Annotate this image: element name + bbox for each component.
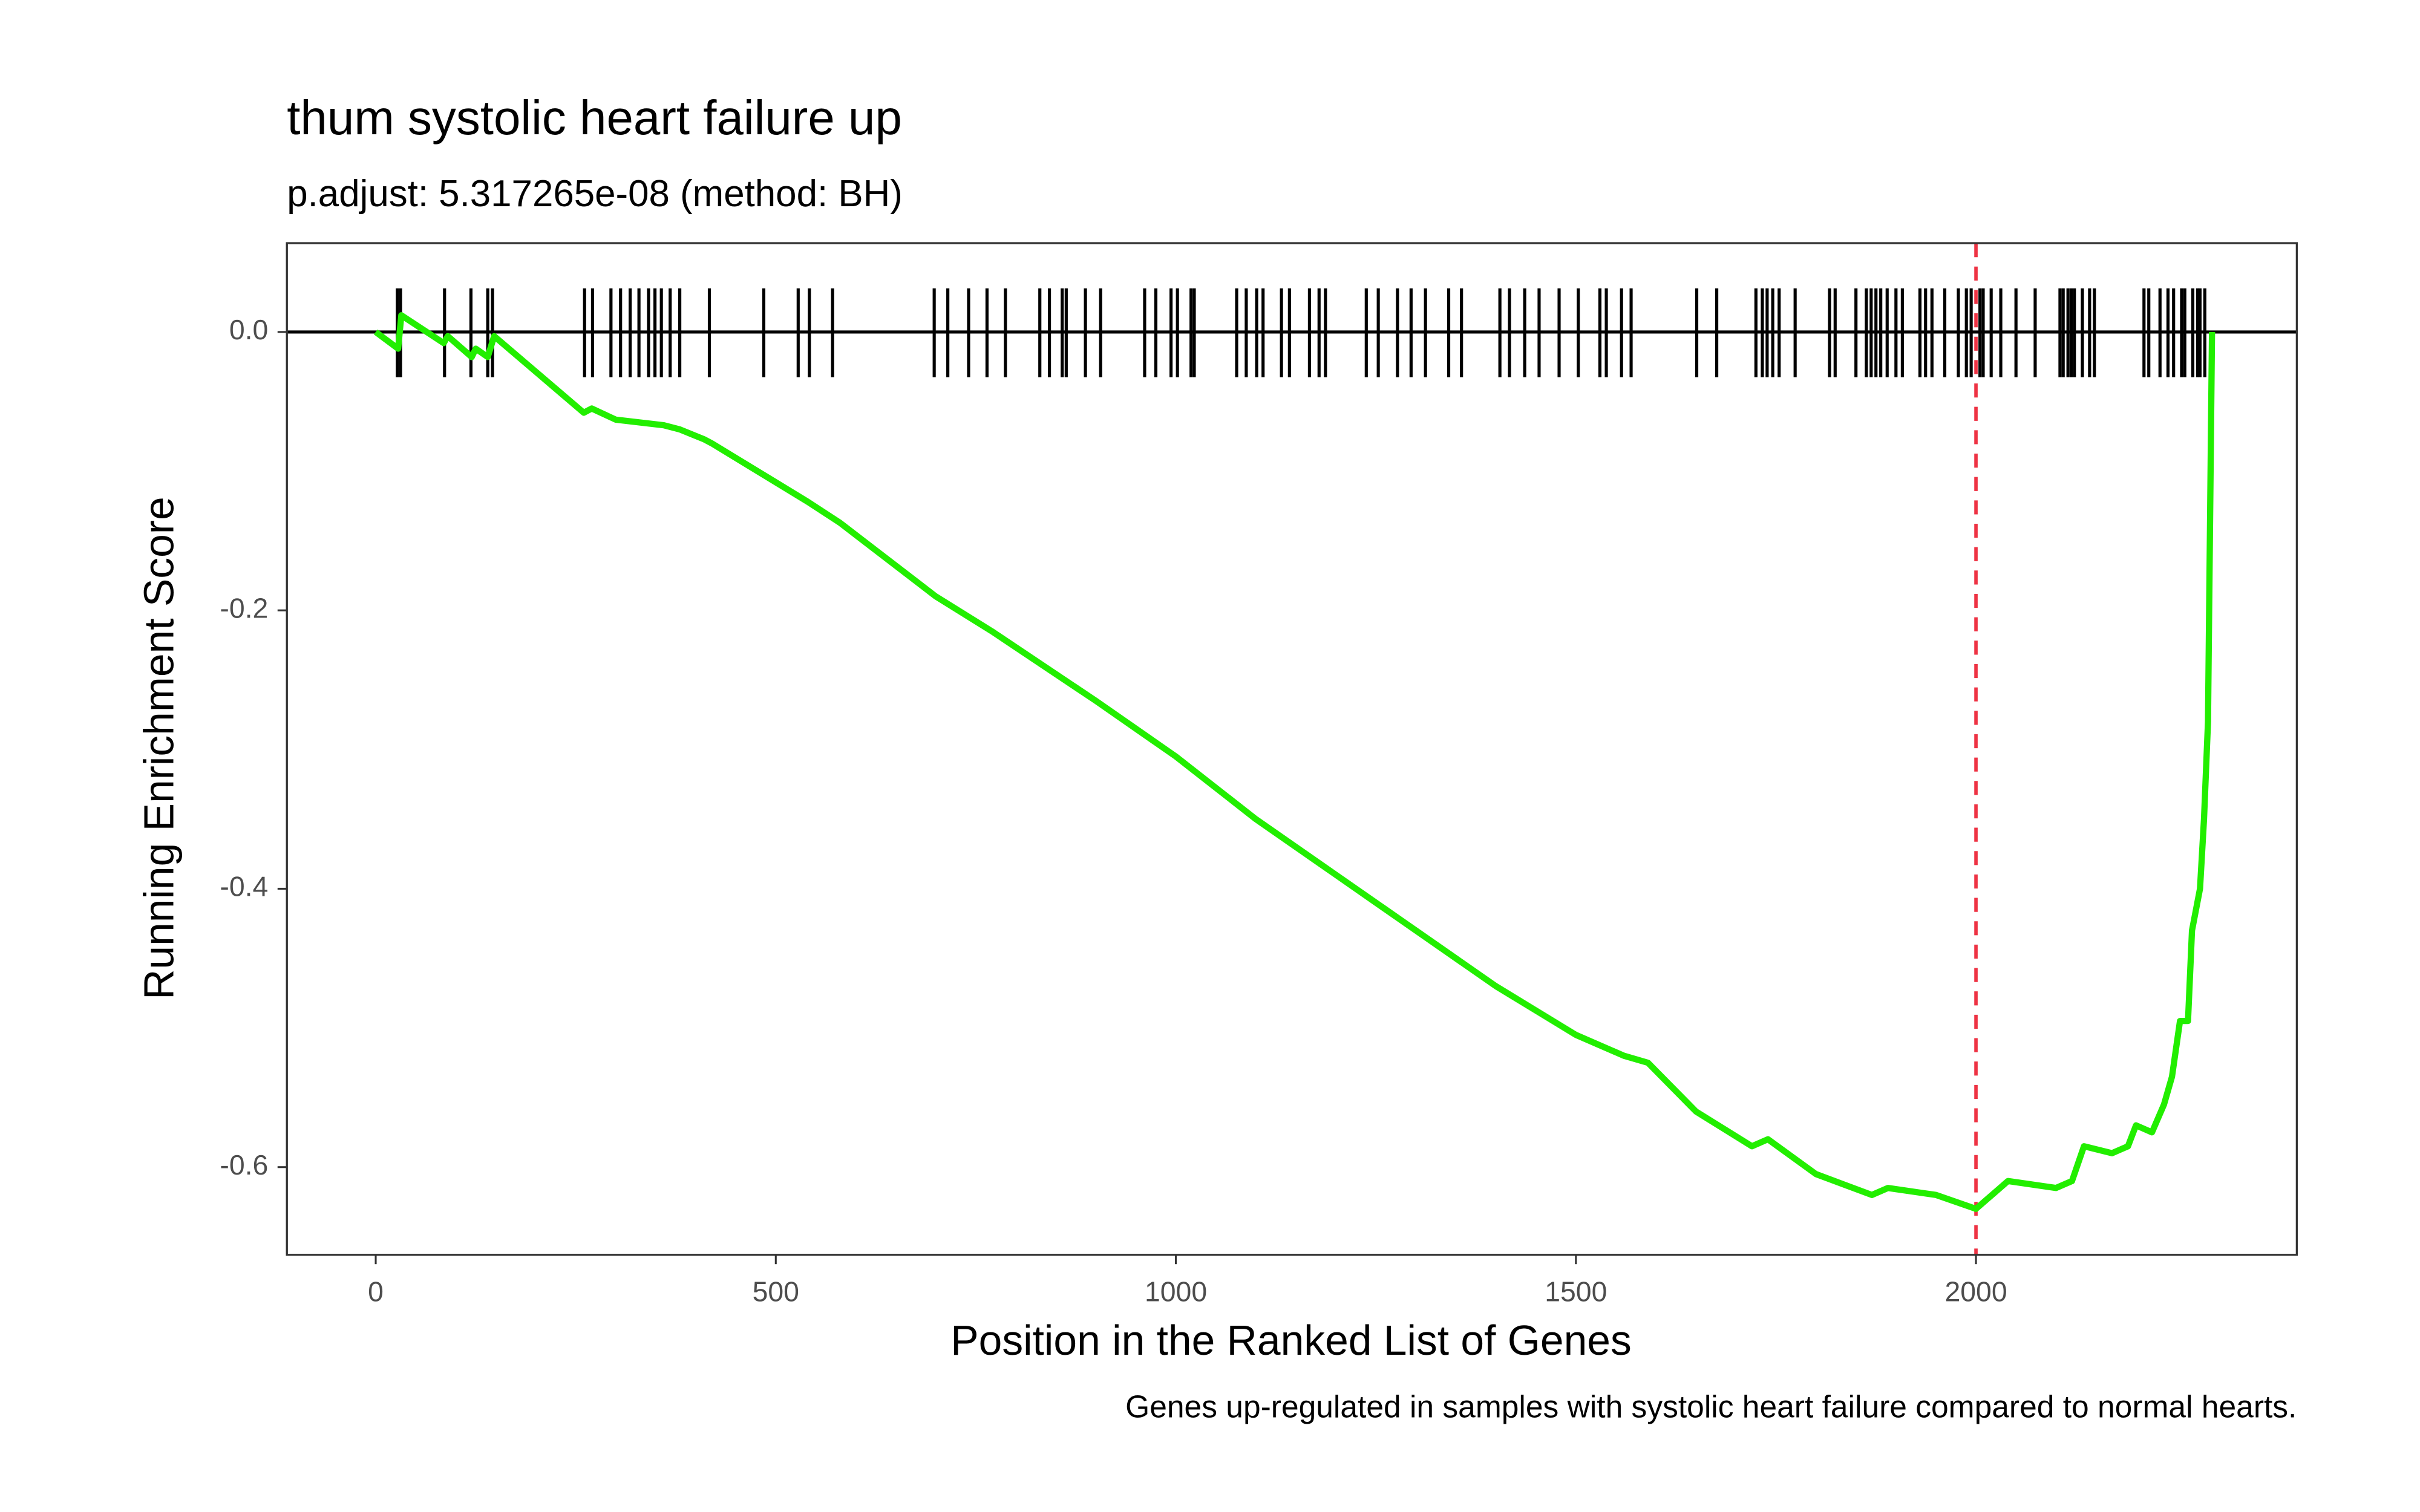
x-tick-label: 1000 xyxy=(1145,1276,1207,1307)
caption: Genes up-regulated in samples with systo… xyxy=(1125,1389,2297,1424)
y-tick-label: -0.6 xyxy=(220,1149,268,1181)
y-axis-title: Running Enrichment Score xyxy=(135,497,182,1000)
x-tick-label: 2000 xyxy=(1944,1276,2007,1307)
y-tick-label: 0.0 xyxy=(229,314,268,345)
panel-border xyxy=(286,242,2298,1256)
y-tick-label: -0.2 xyxy=(220,592,268,624)
y-tick-label: -0.4 xyxy=(220,871,268,902)
chart-subtitle: p.adjust: 5.317265e-08 (method: BH) xyxy=(287,173,903,215)
x-tick-label: 0 xyxy=(368,1276,384,1307)
chart-title: thum systolic heart failure up xyxy=(287,91,902,145)
x-tick-label: 1500 xyxy=(1545,1276,1607,1307)
x-tick-label: 500 xyxy=(753,1276,799,1307)
x-axis-title: Position in the Ranked List of Genes xyxy=(950,1317,1632,1364)
score-line xyxy=(373,312,2216,1212)
